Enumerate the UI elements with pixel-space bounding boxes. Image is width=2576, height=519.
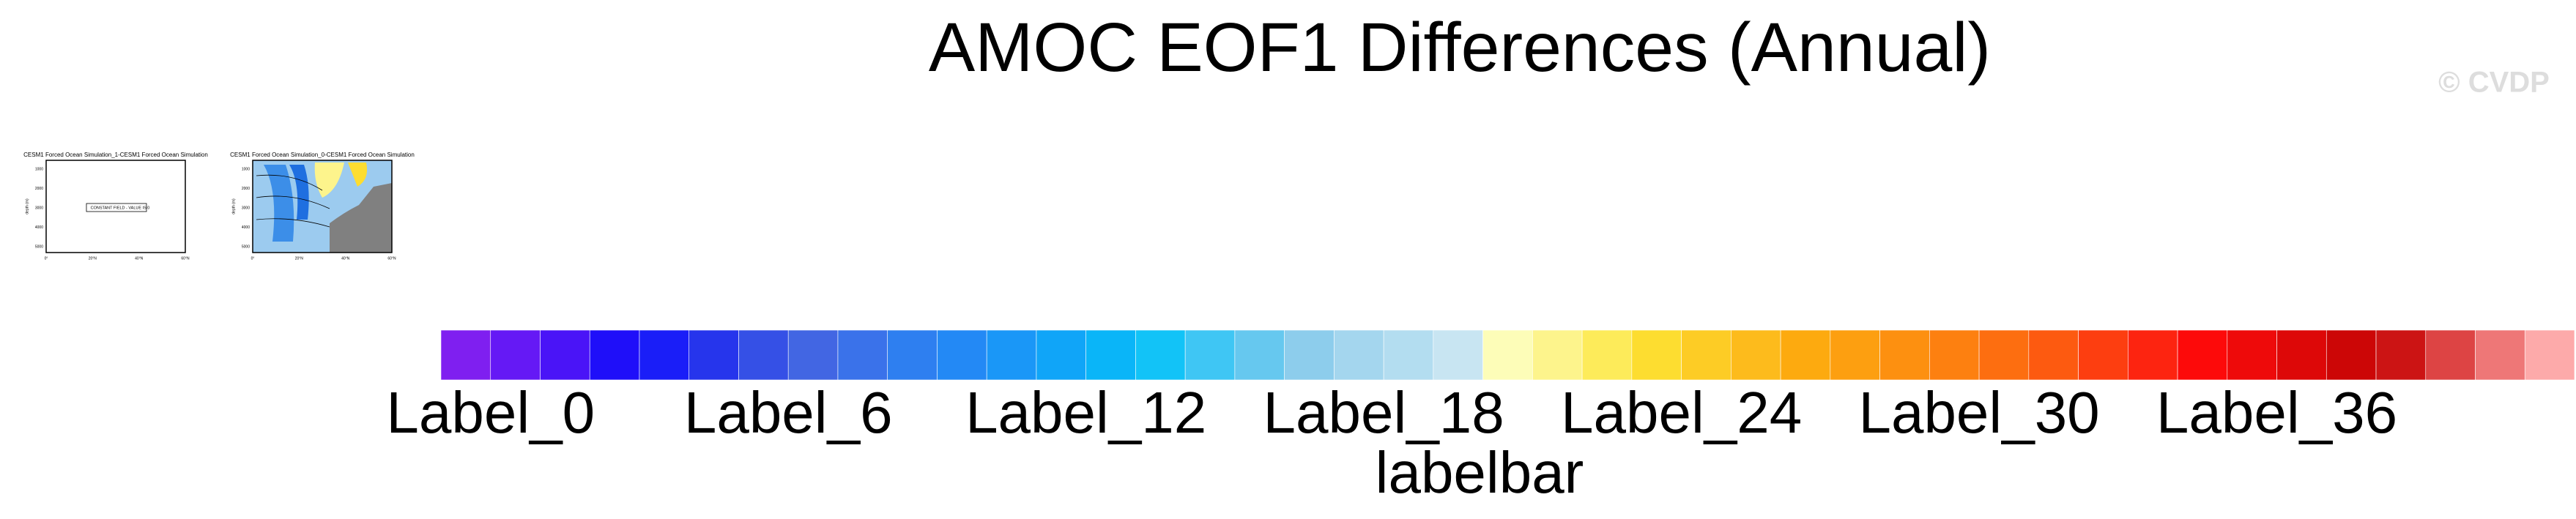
- land-mask: [330, 183, 392, 253]
- y-tick-label: 4000: [242, 225, 250, 230]
- x-tick-label: 0°: [251, 256, 255, 261]
- y-tick-label: 4000: [35, 225, 43, 230]
- panel: [45, 160, 186, 253]
- color-box: [688, 329, 739, 381]
- color-box: [1978, 329, 2030, 381]
- color-box: [1830, 329, 1880, 381]
- x-tick-label: 60°N: [387, 256, 396, 261]
- plot-frame: [252, 160, 393, 253]
- color-box: [1482, 329, 1533, 381]
- labelbar-label: Label_0: [386, 380, 595, 445]
- color-box: [2128, 329, 2178, 381]
- panel-text: CESM1 Forced Ocean Simulation_1-CESM1 Fo…: [23, 152, 415, 261]
- color-box: [490, 329, 541, 381]
- note-box: [86, 203, 147, 212]
- color-box: [738, 329, 789, 381]
- color-box: [2078, 329, 2128, 381]
- y-tick-label: 5000: [242, 244, 250, 249]
- labelbar-title: labelbar: [1376, 440, 1584, 505]
- x-tick-label: 20°N: [89, 256, 97, 261]
- color-box: [2524, 329, 2575, 381]
- color-box: [1135, 329, 1186, 381]
- y-tick-label: 5000: [35, 244, 43, 249]
- color-box: [2276, 329, 2327, 381]
- color-box: [1780, 329, 1831, 381]
- color-box: [540, 329, 590, 381]
- color-box: [1681, 329, 1731, 381]
- labelbar-label: Label_6: [684, 380, 893, 445]
- y-tick-label: 3000: [242, 206, 250, 210]
- color-box: [1334, 329, 1384, 381]
- color-box: [1631, 329, 1682, 381]
- color-box: [1184, 329, 1236, 381]
- labelbar-label: Label_30: [1858, 380, 2099, 445]
- contour-fill: [314, 163, 344, 198]
- labelbar: Label_0 Label_6 Label_12 Label_18 Label_24 La…: [386, 329, 2575, 445]
- x-tick-label: 20°N: [295, 256, 304, 261]
- panel-title: CESM1 Forced Ocean Simulation_1-CESM1 Fo…: [23, 152, 208, 158]
- color-box: [2425, 329, 2476, 381]
- y-axis-label: depth (m): [231, 198, 236, 214]
- color-box: [1731, 329, 1781, 381]
- contour-fill: [289, 165, 309, 220]
- labelbar-label: Label_36: [2156, 380, 2397, 445]
- x-tick-label: 60°N: [181, 256, 190, 261]
- page-title: AMOC EOF1 Differences (Annual): [929, 9, 1991, 86]
- color-box: [2475, 329, 2525, 381]
- color-box: [1532, 329, 1583, 381]
- color-box: [2227, 329, 2277, 381]
- color-box: [1581, 329, 1633, 381]
- y-axis-label: depth (m): [25, 198, 29, 214]
- x-tick-label: 40°N: [135, 256, 144, 261]
- labelbar-label: Label_18: [1263, 380, 1504, 445]
- color-box: [2028, 329, 2079, 381]
- color-box: [1036, 329, 1086, 381]
- color-box: [1383, 329, 1434, 381]
- x-tick-label: 40°N: [341, 256, 350, 261]
- color-box: [1085, 329, 1136, 381]
- contour-fill: [348, 163, 368, 187]
- plot-frame: [45, 160, 186, 253]
- contour-line: [256, 174, 330, 228]
- color-box: [1879, 329, 1930, 381]
- watermark: © CVDP: [2438, 67, 2550, 99]
- note: CONSTANT FIELD - VALUE IS 0: [91, 206, 150, 210]
- panel-title: CESM1 Forced Ocean Simulation_0-CESM1 Fo…: [230, 152, 415, 158]
- contour-fill: [264, 165, 294, 242]
- labelbar-label: Label_24: [1561, 380, 1802, 445]
- y-tick-label: 3000: [35, 206, 43, 210]
- color-box: [2177, 329, 2228, 381]
- color-box: [2375, 329, 2427, 381]
- color-box: [937, 329, 987, 381]
- panel: [252, 160, 393, 253]
- y-tick-label: 2000: [242, 187, 250, 191]
- y-tick-label: 1000: [35, 167, 43, 171]
- color-box: [887, 329, 938, 381]
- color-box: [787, 329, 839, 381]
- color-box: [589, 329, 640, 381]
- color-box: [1234, 329, 1285, 381]
- color-box: [1433, 329, 1483, 381]
- color-box: [1284, 329, 1335, 381]
- x-tick-label: 0°: [45, 256, 48, 261]
- y-tick-label: 2000: [35, 187, 43, 191]
- labelbar-label: Label_12: [965, 380, 1206, 445]
- color-box: [2326, 329, 2377, 381]
- y-tick-label: 1000: [242, 167, 250, 171]
- color-box: [986, 329, 1037, 381]
- color-box: [440, 329, 491, 381]
- color-box: [1929, 329, 1980, 381]
- color-box: [837, 329, 888, 381]
- color-box: [639, 329, 690, 381]
